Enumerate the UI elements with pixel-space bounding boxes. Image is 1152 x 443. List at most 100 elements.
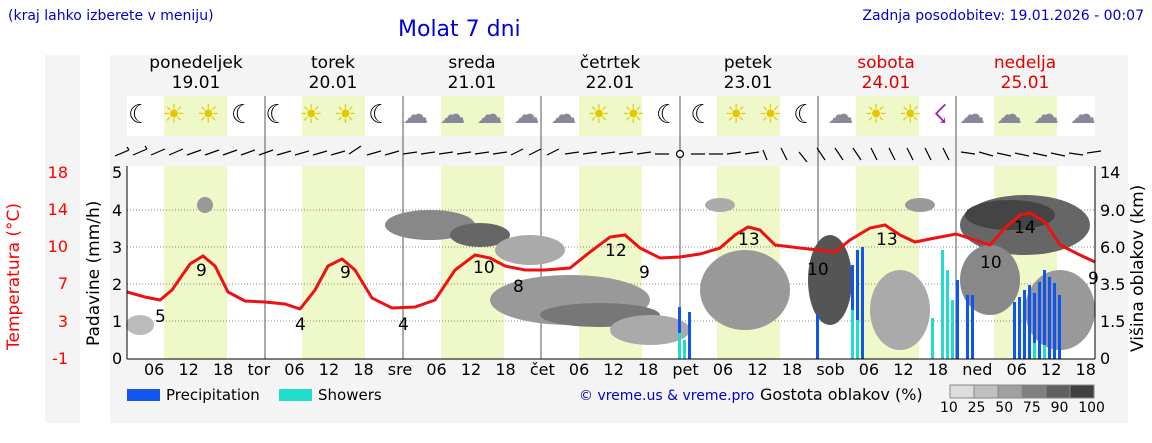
x-tick: 06 — [568, 360, 590, 379]
sun-cloud-icon: ☀ — [724, 100, 748, 130]
x-tick: 18 — [213, 360, 234, 379]
cloud-height-tick: 0 — [1100, 349, 1111, 368]
temp-label: 4 — [398, 315, 409, 335]
x-axis: 06 12 18 tor 06 12 18 sre 06 12 18 čet 0… — [144, 360, 1096, 379]
x-tick: 12 — [318, 360, 340, 379]
x-tick: 06 — [858, 360, 880, 379]
moon-cloud-icon: ☾ — [128, 100, 152, 130]
x-tick: sob — [816, 360, 845, 379]
temperature-line — [126, 211, 1096, 311]
day-header: petek 23.01 — [723, 53, 773, 93]
clouds-icon: ☁ — [476, 100, 503, 130]
x-tick: tor — [247, 360, 271, 379]
day-header: ponedeljek 19.01 — [149, 53, 243, 93]
x-tick: 18 — [1075, 360, 1096, 379]
temp-tick: -1 — [52, 349, 68, 368]
last-update: Zadnja posodobitev: 19.01.2026 - 00:07 — [862, 8, 1144, 24]
moon-cloud-rain-icon: ☾ — [690, 100, 714, 130]
credit-link[interactable]: © vreme.us & vreme.pro — [579, 388, 755, 404]
x-tick: 06 — [284, 360, 305, 379]
precip-tick: 0 — [112, 349, 123, 368]
precip-tick: 3 — [112, 238, 123, 257]
temp-label: 10 — [807, 260, 829, 280]
sun-icon: ☀ — [196, 100, 220, 130]
sun-icon: ☀ — [587, 100, 611, 130]
temp-axis-label: Temperatura (°C) — [4, 202, 24, 350]
cloud-height-tick: 14 — [1100, 163, 1121, 182]
x-tick: 12 — [603, 360, 624, 379]
cloud-height-tick: 1.5 — [1100, 312, 1126, 331]
sun-cloud-icon: ☀ — [898, 100, 922, 130]
moon-cloud-icon: ☾ — [655, 100, 680, 130]
x-tick: 06 — [712, 360, 734, 379]
temp-tick: 7 — [57, 274, 68, 293]
day-header-weekend: sobota 24.01 — [857, 53, 915, 93]
precipitation-swatch — [127, 389, 160, 401]
sun-cloud-icon: ☀ — [621, 100, 645, 130]
x-tick: 12 — [747, 360, 768, 379]
x-tick: sre — [387, 360, 413, 379]
day-header: sreda 21.01 — [447, 53, 497, 93]
x-tick: 12 — [893, 360, 914, 379]
precip-axis-label: Padavine (mm/h) — [84, 200, 104, 346]
cloud-rain-icon: ☁ — [958, 100, 985, 130]
clouds-icon: ☁ — [402, 100, 429, 130]
moon-icon: ☾ — [230, 100, 255, 130]
legend-showers: Showers — [318, 386, 382, 404]
cloud-rain-icon: ☁ — [1032, 100, 1059, 130]
temp-label: 5 — [155, 307, 166, 327]
sun-cloud-icon: ☀ — [758, 100, 783, 130]
temp-tick: 14 — [47, 200, 68, 219]
cloud-density-label: Gostota oblakov (%) — [760, 385, 923, 404]
cloud-rain-icon: ☁ — [995, 100, 1022, 130]
temp-label: 9 — [196, 261, 207, 281]
temp-label: 8 — [513, 277, 524, 297]
location-hint: (kraj lahko izberete v meniju) — [8, 8, 214, 24]
left-axis-panel — [45, 55, 80, 423]
moon-cloud-rain-icon: ☾ — [793, 100, 817, 130]
temp-label: 9 — [639, 263, 650, 283]
day-header-weekend: nedelja 25.01 — [993, 53, 1057, 93]
temp-tick: 10 — [47, 237, 68, 256]
showers-swatch — [279, 389, 312, 401]
sun-cloud-rain-icon: ☀ — [864, 100, 888, 130]
sun-clouds-icon: ☁ — [439, 100, 466, 130]
precip-tick: 1 — [112, 312, 123, 331]
sun-cloud-icon: ☀ — [162, 100, 186, 130]
temp-label: 13 — [876, 230, 898, 250]
cloud-density-scale — [949, 384, 1095, 399]
x-tick: ned — [962, 360, 993, 379]
x-tick: 06 — [426, 360, 447, 379]
x-tick: 12 — [460, 360, 482, 379]
clouds-icon: ☁ — [550, 100, 577, 130]
cloud-density — [126, 195, 1095, 350]
temp-label: 9 — [1088, 269, 1099, 289]
temp-label: 4 — [295, 315, 306, 335]
x-tick: 18 — [927, 360, 949, 379]
wind-barbs — [114, 145, 1102, 163]
moon-icon: ☾ — [265, 100, 289, 130]
temp-label: 10 — [980, 253, 1002, 273]
x-tick: čet — [529, 360, 555, 379]
cloud-rain-icon: ☁ — [827, 100, 854, 130]
x-tick: 06 — [144, 360, 165, 379]
precip-tick: 4 — [112, 201, 123, 220]
day-header: četrtek 22.01 — [579, 53, 641, 93]
x-tick: 12 — [178, 360, 199, 379]
x-tick: 18 — [637, 360, 659, 379]
clouds-icon: ☁ — [513, 100, 540, 130]
cloud-height-tick: 9.0 — [1100, 201, 1126, 220]
x-tick: 06 — [1006, 360, 1027, 379]
sun-icon: ☀ — [333, 100, 358, 130]
shower-bars — [678, 250, 1046, 359]
sun-icon: ☀ — [299, 100, 323, 130]
x-tick: 18 — [495, 360, 516, 379]
clouds-icon: ☁ — [1069, 100, 1096, 130]
x-tick: 18 — [781, 360, 803, 379]
moon-thunder-icon: ☇ — [932, 100, 948, 130]
legend-precipitation: Precipitation — [166, 386, 260, 404]
x-tick: 12 — [1041, 360, 1062, 379]
day-header: torek 20.01 — [308, 53, 358, 93]
weather-icons-row: ☾ ☀ ☀ ☾ ☾ ☀ ☀ ☾ ☁ ☁ ☁ ☁ ☁ ☀ ☀ ☾ ☾ ☀ ☀ ☾ … — [128, 98, 1096, 134]
